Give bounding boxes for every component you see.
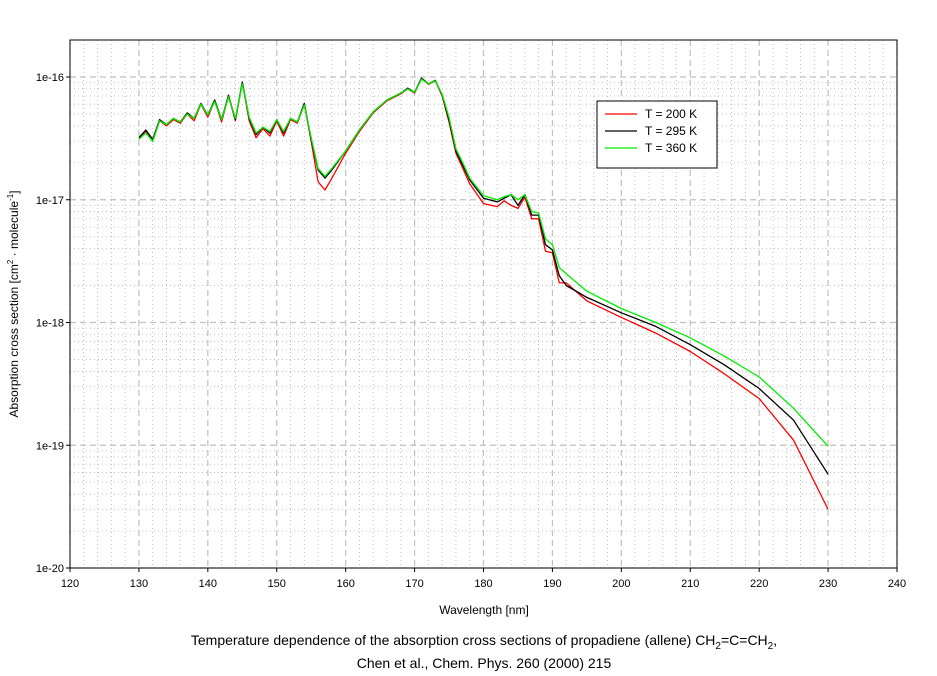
x-tick-label: 200: [612, 578, 630, 590]
x-tick-label: 220: [750, 578, 768, 590]
y-tick-label: 1e-17: [36, 195, 64, 207]
x-tick-label: 150: [268, 578, 286, 590]
y-tick-label: 1e-16: [36, 72, 64, 84]
grid: [69, 39, 898, 569]
y-tick-label: 1e-18: [36, 318, 64, 330]
x-tick-label: 230: [819, 578, 837, 590]
axis-ticks: 120 130 140 150 160 170 180 190 200 210 220 230 240 1…: [36, 72, 906, 590]
y-tick-label: 1e-20: [36, 563, 64, 575]
legend-label: T = 200 K: [645, 107, 697, 121]
legend: T = 200 K T = 295 K T = 360 K: [596, 100, 718, 169]
x-tick-label: 130: [130, 578, 148, 590]
caption-line-2: Chen et al., Chem. Phys. 260 (2000) 215: [356, 655, 612, 671]
series-line-360k: [138, 78, 829, 447]
x-tick-label: 210: [681, 578, 699, 590]
x-tick-label: 170: [405, 578, 423, 590]
x-tick-label: 240: [888, 578, 906, 590]
x-tick-label: 190: [543, 578, 561, 590]
x-tick-label: 180: [474, 578, 492, 590]
x-axis-label: Wavelength [nm]: [439, 603, 529, 617]
y-tick-label: 1e-19: [36, 440, 64, 452]
x-tick-label: 120: [61, 578, 79, 590]
x-tick-label: 140: [199, 578, 217, 590]
legend-label: T = 360 K: [645, 141, 697, 155]
legend-label: T = 295 K: [645, 124, 697, 138]
caption-line-1: Temperature dependence of the absorption…: [190, 632, 778, 652]
x-tick-label: 160: [336, 578, 354, 590]
series-lines: [138, 77, 829, 510]
legend-box: [596, 100, 718, 169]
y-axis-label: Absorption cross section [cm2 · molecule…: [6, 190, 21, 417]
